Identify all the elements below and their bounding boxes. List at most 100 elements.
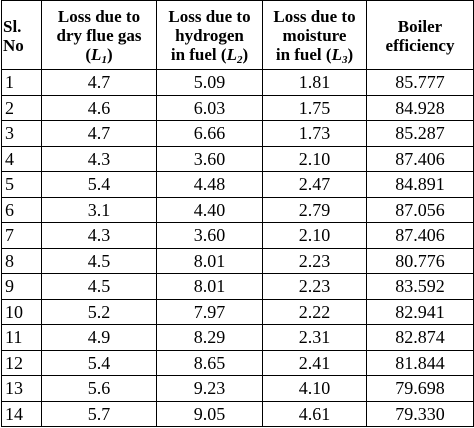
header-row: Sl. No Loss due to dry flue gas (L1) Los… xyxy=(1,0,474,70)
cell-boiler-efficiency: 79.698 xyxy=(366,375,474,402)
cell-boiler-efficiency: 82.874 xyxy=(366,324,474,351)
cell-sl-no: 1 xyxy=(1,69,42,96)
table-row: 11 4.9 8.29 2.31 82.874 xyxy=(1,324,474,351)
cell-loss-dry-flue-gas: 5.4 xyxy=(41,349,157,376)
cell-sl-no: 14 xyxy=(1,400,42,427)
cell-loss-hydrogen: 4.48 xyxy=(156,171,263,198)
header-loss-moisture: Loss due to moisture in fuel (L3) xyxy=(262,0,367,70)
cell-loss-dry-flue-gas: 4.6 xyxy=(41,94,157,121)
cell-loss-hydrogen: 8.29 xyxy=(156,324,263,351)
header-l3-subscript: 3 xyxy=(341,54,348,66)
table-row: 4 4.3 3.60 2.10 87.406 xyxy=(1,145,474,172)
cell-loss-moisture: 1.81 xyxy=(262,69,367,96)
cell-loss-moisture: 1.75 xyxy=(262,94,367,121)
cell-boiler-efficiency: 80.776 xyxy=(366,247,474,274)
cell-loss-hydrogen: 9.05 xyxy=(156,400,263,427)
cell-loss-moisture: 4.10 xyxy=(262,375,367,402)
header-l3-symbol-letter: L xyxy=(331,45,342,64)
cell-boiler-efficiency: 84.891 xyxy=(366,171,474,198)
cell-loss-hydrogen: 9.23 xyxy=(156,375,263,402)
header-l3-close: ) xyxy=(347,45,354,64)
cell-loss-dry-flue-gas: 3.1 xyxy=(41,196,157,223)
header-l2-subscript: 2 xyxy=(236,54,243,66)
cell-loss-dry-flue-gas: 5.4 xyxy=(41,171,157,198)
table-header: Sl. No Loss due to dry flue gas (L1) Los… xyxy=(1,0,474,70)
cell-loss-moisture: 2.79 xyxy=(262,196,367,223)
header-l2-close: ) xyxy=(242,45,249,64)
header-l1-line2: dry flue gas xyxy=(56,26,142,45)
cell-loss-moisture: 2.23 xyxy=(262,247,367,274)
cell-loss-hydrogen: 8.01 xyxy=(156,273,263,300)
cell-loss-hydrogen: 4.40 xyxy=(156,196,263,223)
table-row: 6 3.1 4.40 2.79 87.056 xyxy=(1,196,474,223)
header-sl-no: Sl. No xyxy=(1,0,42,70)
cell-boiler-efficiency: 83.592 xyxy=(366,273,474,300)
cell-sl-no: 7 xyxy=(1,222,42,249)
cell-sl-no: 8 xyxy=(1,247,42,274)
header-l3-symbol: L3 xyxy=(331,45,348,66)
cell-boiler-efficiency: 85.287 xyxy=(366,120,474,147)
cell-boiler-efficiency: 84.928 xyxy=(366,94,474,121)
table-row: 12 5.4 8.65 2.41 81.844 xyxy=(1,349,474,376)
cell-sl-no: 5 xyxy=(1,171,42,198)
cell-loss-hydrogen: 8.65 xyxy=(156,349,263,376)
header-loss-hydrogen: Loss due to hydrogen in fuel (L2) xyxy=(156,0,263,70)
header-eff-line2: efficiency xyxy=(385,35,455,55)
cell-loss-dry-flue-gas: 5.2 xyxy=(41,298,157,325)
cell-sl-no: 12 xyxy=(1,349,42,376)
header-sl-line1: Sl. xyxy=(3,16,22,36)
table-row: 2 4.6 6.03 1.75 84.928 xyxy=(1,94,474,121)
header-l1-open: ( xyxy=(85,45,92,64)
cell-boiler-efficiency: 87.056 xyxy=(366,196,474,223)
cell-loss-moisture: 2.22 xyxy=(262,298,367,325)
cell-loss-moisture: 2.31 xyxy=(262,324,367,351)
cell-loss-hydrogen: 6.66 xyxy=(156,120,263,147)
header-sl-line2: No xyxy=(3,35,24,55)
cell-loss-dry-flue-gas: 5.6 xyxy=(41,375,157,402)
header-l3-line3-prefix: in fuel xyxy=(275,45,326,64)
cell-loss-dry-flue-gas: 4.7 xyxy=(41,69,157,96)
cell-boiler-efficiency: 85.777 xyxy=(366,69,474,96)
cell-loss-hydrogen: 7.97 xyxy=(156,298,263,325)
header-l1-subscript: 1 xyxy=(101,54,107,66)
cell-loss-moisture: 2.47 xyxy=(262,171,367,198)
header-eff-line1: Boiler xyxy=(397,16,443,36)
cell-loss-moisture: 1.73 xyxy=(262,120,367,147)
cell-boiler-efficiency: 79.330 xyxy=(366,400,474,427)
header-l1-line1: Loss due to xyxy=(57,7,141,26)
table-row: 3 4.7 6.66 1.73 85.287 xyxy=(1,120,474,147)
header-l3-open: ( xyxy=(325,45,332,64)
header-l1-close: ) xyxy=(106,45,113,64)
cell-loss-moisture: 2.10 xyxy=(262,222,367,249)
table-row: 13 5.6 9.23 4.10 79.698 xyxy=(1,375,474,402)
header-l1-symbol: L1 xyxy=(91,45,107,66)
cell-sl-no: 13 xyxy=(1,375,42,402)
cell-boiler-efficiency: 87.406 xyxy=(366,222,474,249)
cell-sl-no: 3 xyxy=(1,120,42,147)
cell-boiler-efficiency: 82.941 xyxy=(366,298,474,325)
header-loss-dry-flue-gas: Loss due to dry flue gas (L1) xyxy=(41,0,157,70)
header-l2-line2: hydrogen xyxy=(175,26,244,45)
table-row: 8 4.5 8.01 2.23 80.776 xyxy=(1,247,474,274)
cell-sl-no: 9 xyxy=(1,273,42,300)
table-row: 10 5.2 7.97 2.22 82.941 xyxy=(1,298,474,325)
cell-sl-no: 6 xyxy=(1,196,42,223)
table-body: 1 4.7 5.09 1.81 85.777 2 4.6 6.03 1.75 84.928 3 4.7… xyxy=(1,69,474,427)
table-row: 7 4.3 3.60 2.10 87.406 xyxy=(1,222,474,249)
header-l3-line1: Loss due to xyxy=(273,7,356,26)
header-l2-symbol: L2 xyxy=(227,45,243,66)
cell-loss-moisture: 4.61 xyxy=(262,400,367,427)
cell-loss-hydrogen: 6.03 xyxy=(156,94,263,121)
cell-loss-moisture: 2.10 xyxy=(262,145,367,172)
header-l3-line2: moisture xyxy=(282,26,347,45)
table-row: 5 5.4 4.48 2.47 84.891 xyxy=(1,171,474,198)
cell-loss-dry-flue-gas: 4.5 xyxy=(41,247,157,274)
cell-loss-dry-flue-gas: 4.5 xyxy=(41,273,157,300)
cell-loss-dry-flue-gas: 5.7 xyxy=(41,400,157,427)
cell-loss-dry-flue-gas: 4.7 xyxy=(41,120,157,147)
header-l2-open: ( xyxy=(220,45,227,64)
header-boiler-efficiency: Boiler efficiency xyxy=(366,0,474,70)
cell-loss-hydrogen: 5.09 xyxy=(156,69,263,96)
cell-loss-moisture: 2.23 xyxy=(262,273,367,300)
